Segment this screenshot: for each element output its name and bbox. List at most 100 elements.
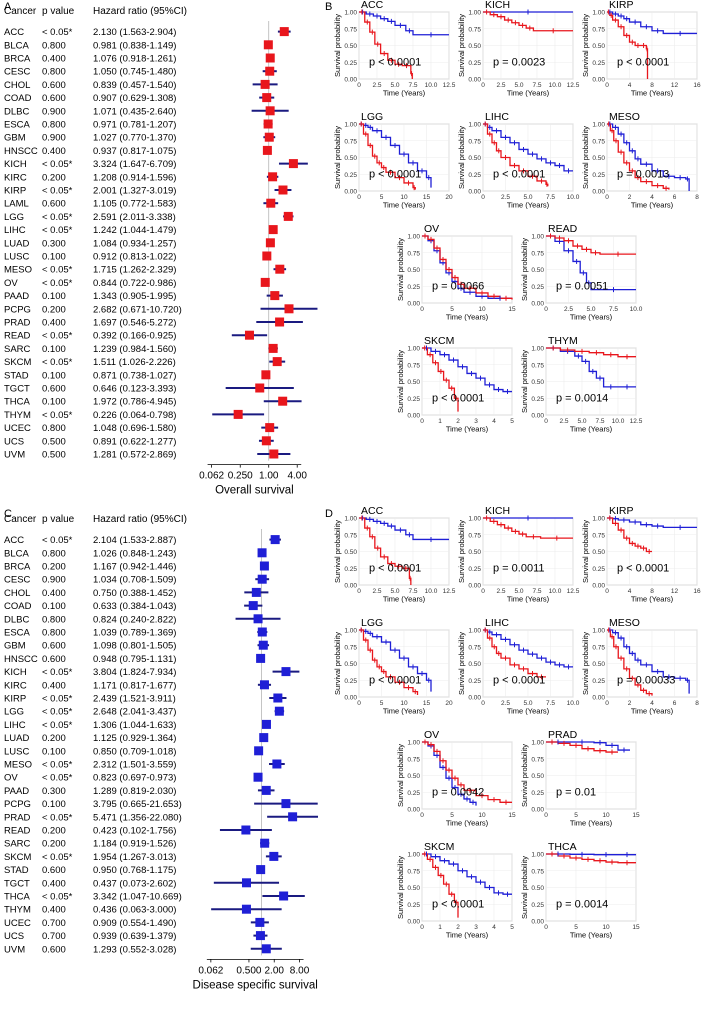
x-tick-label: 5 [380, 700, 384, 707]
y-tick-label: 0.00 [407, 919, 420, 926]
x-tick-label: 7.5 [546, 700, 555, 707]
x-axis-title: Time (Years) [570, 313, 613, 322]
hr-marker [266, 198, 276, 208]
row-cancer: LUAD [4, 733, 29, 744]
row-p-value: 0.600 [42, 865, 66, 876]
x-tick-label: 2 [456, 924, 460, 931]
hr-marker [244, 330, 254, 340]
row-hazard-ratio: 3.324 (1.647-6.709) [93, 159, 176, 170]
km-p-value: p = 0.0011 [493, 563, 544, 575]
y-tick-label: 0.50 [592, 661, 605, 668]
hr-marker [269, 851, 279, 861]
km-plot-kich: KICH 0.00 0.25 0.50 0.75 1.00 0 2.5 5.0 7.5 10.0 12… [457, 506, 580, 604]
hr-marker [275, 264, 285, 274]
x-tick-label: 10.0 [567, 700, 580, 707]
x-tick-label: 4 [650, 194, 654, 201]
row-p-value: < 0.05* [42, 773, 73, 784]
row-hazard-ratio: 0.912 (0.813-1.022) [93, 252, 176, 263]
row-p-value: 0.800 [42, 548, 66, 559]
y-tick-label: 0.25 [407, 902, 420, 909]
y-tick-label: 0.75 [592, 532, 605, 539]
hr-marker [260, 277, 270, 287]
x-tick-label: 4 [628, 82, 632, 89]
row-cancer: BLCA [4, 40, 29, 51]
x-tick-label: 5.0 [390, 588, 399, 595]
km-title: LIHC [485, 111, 509, 123]
row-hazard-ratio: 0.392 (0.166-0.925) [93, 331, 176, 342]
hr-marker [265, 238, 275, 248]
hr-marker [259, 561, 269, 571]
y-tick-label: 0.50 [592, 549, 605, 556]
y-tick-label: 1.00 [407, 852, 420, 859]
km-curve-low [546, 853, 636, 856]
hr-marker [241, 825, 251, 835]
x-tick-label: 1.00 [259, 471, 279, 482]
x-tick-label: 0.062 [199, 471, 224, 482]
km-plot-lgg: LGG 0.00 0.25 0.50 0.75 1.00 0 5 10 15 20 Time (Yea… [333, 617, 453, 716]
row-p-value: < 0.05* [42, 720, 73, 731]
row-cancer: HNSCC [4, 654, 38, 665]
y-tick-label: 0.50 [407, 885, 420, 892]
x-tick-label: 2.5 [559, 418, 568, 425]
row-p-value: 0.200 [42, 826, 66, 837]
y-tick-label: 0.75 [592, 26, 605, 33]
km-curve-low [607, 123, 690, 191]
y-tick-label: 0.50 [344, 155, 357, 162]
row-p-value: 0.700 [42, 931, 66, 942]
row-cancer: STAD [4, 370, 29, 381]
x-tick-label: 0 [420, 812, 424, 819]
x-tick-label: 12.5 [630, 418, 643, 425]
km-p-value: p = 0.0014 [556, 393, 608, 405]
row-hazard-ratio: 5.471 (1.356-22.080) [93, 812, 182, 823]
row-p-value: 0.300 [42, 786, 66, 797]
x-tick-label: 0.500 [236, 965, 261, 976]
y-tick-label: 0.50 [344, 661, 357, 668]
row-p-value: 0.300 [42, 238, 66, 249]
row-hazard-ratio: 2.591 (2.011-3.338) [93, 212, 176, 223]
x-tick-label: 5 [510, 924, 514, 931]
km-curve-low [422, 853, 512, 895]
row-hazard-ratio: 1.697 (0.546-5.272) [93, 318, 176, 329]
y-tick-label: 0.50 [592, 155, 605, 162]
row-p-value: 0.400 [42, 878, 66, 889]
x-tick-label: 5.0 [523, 194, 532, 201]
x-tick-label: 7.5 [532, 588, 541, 595]
row-cancer: UVM [4, 944, 25, 955]
row-hazard-ratio: 1.125 (0.929-1.364) [93, 733, 176, 744]
row-cancer: STAD [4, 865, 29, 876]
x-tick-label: 0 [544, 924, 548, 931]
y-tick-label: 0.25 [592, 566, 605, 573]
x-tick-label: 7.5 [595, 418, 604, 425]
x-tick-label: 0 [481, 700, 485, 707]
x-axis-title: Overall survival [215, 485, 294, 497]
y-tick-label: 1.00 [407, 234, 420, 241]
panel-label-b: B [325, 1, 333, 13]
row-p-value: 0.800 [42, 67, 66, 78]
x-tick-label: 5 [574, 924, 578, 931]
row-hazard-ratio: 1.084 (0.934-1.257) [93, 238, 176, 249]
row-cancer: UCS [4, 931, 24, 942]
x-axis-title: Time (Years) [446, 931, 489, 940]
y-tick-label: 0.00 [592, 77, 605, 84]
row-p-value: 0.800 [42, 423, 66, 434]
x-tick-label: 2 [456, 418, 460, 425]
row-cancer: SARC [4, 344, 31, 355]
x-tick-label: 0.250 [228, 471, 253, 482]
x-axis-title: Time (Years) [570, 819, 613, 828]
hr-marker [265, 106, 275, 116]
row-cancer: LIHC [4, 225, 26, 236]
km-plot-meso: MESO 0.00 0.25 0.50 0.75 1.00 0 2 4 6 8 Time (Years… [581, 617, 699, 716]
row-hazard-ratio: 2.001 (1.327-3.019) [93, 186, 176, 197]
row-cancer: COAD [4, 601, 32, 612]
y-tick-label: 0.00 [592, 583, 605, 590]
x-tick-label: 2 [628, 700, 632, 707]
hr-marker [260, 838, 270, 848]
row-cancer: PCPG [4, 304, 31, 315]
row-p-value: < 0.05* [42, 186, 73, 197]
row-p-value: < 0.05* [42, 694, 73, 705]
row-p-value: 0.200 [42, 304, 66, 315]
hr-marker [256, 653, 266, 663]
row-cancer: LUSC [4, 252, 29, 263]
x-tick-label: 10.0 [425, 82, 438, 89]
hr-marker [255, 383, 265, 393]
